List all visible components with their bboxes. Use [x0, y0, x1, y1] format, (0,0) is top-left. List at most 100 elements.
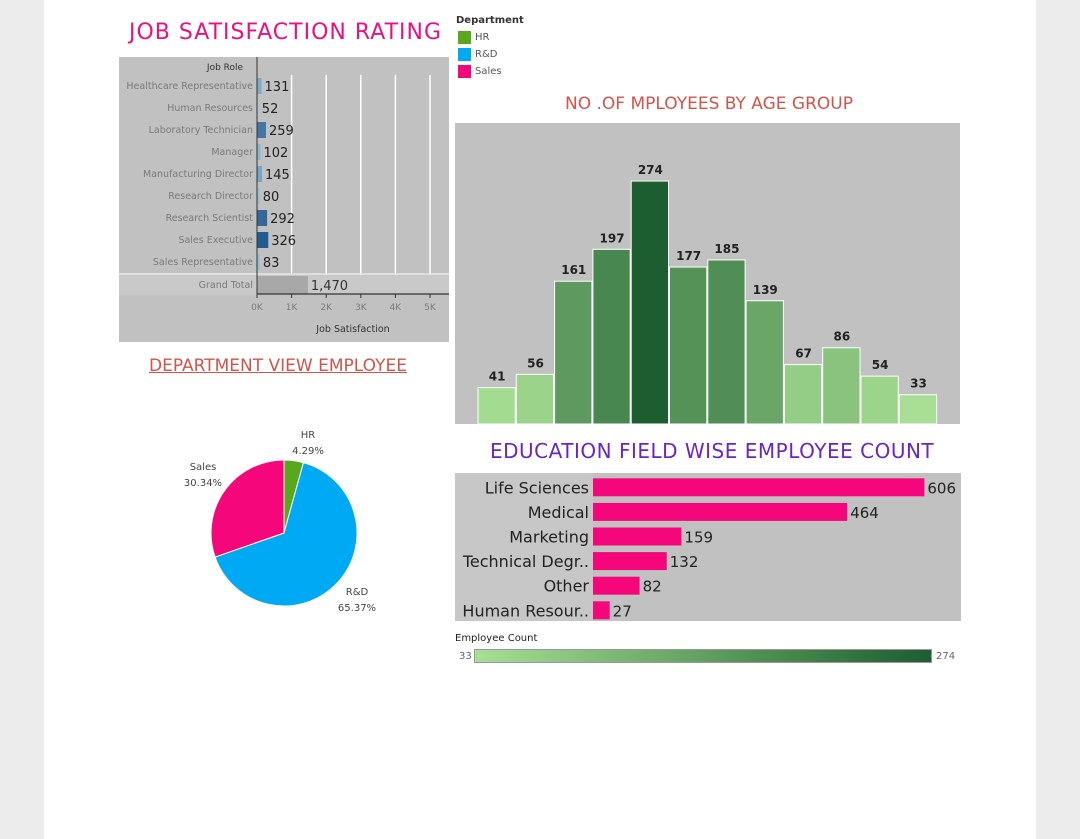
education-field-value: 27: [613, 602, 632, 620]
age-bar-value: 274: [638, 163, 663, 177]
pie-percent: 4.29%: [292, 446, 324, 457]
job-role-label: Human Resources: [167, 103, 253, 114]
age-bar: [670, 267, 707, 424]
age-bar: [708, 260, 745, 424]
employee-count-legend: Employee Count 33 274: [455, 633, 965, 669]
x-tick-label: 0K: [251, 303, 264, 313]
job-role-label: Sales Representative: [153, 257, 253, 268]
age-bar-value: 86: [833, 330, 850, 344]
x-axis-label: Job Satisfaction: [315, 324, 389, 335]
education-field-bar: [593, 601, 610, 619]
education-field-label: Marketing: [509, 528, 589, 547]
education-field-label: Technical Degr..: [462, 552, 589, 571]
age-bar-value: 177: [676, 249, 701, 263]
grand-total-bar: [257, 276, 308, 294]
legend-swatch: [458, 31, 471, 44]
education-field-value: 132: [670, 553, 699, 571]
x-tick-label: 3K: [355, 303, 368, 313]
job-role-bar: [257, 144, 261, 160]
education-field-label: Other: [544, 577, 590, 596]
legend-label: HR: [475, 32, 489, 43]
job-role-label: Manager: [211, 147, 253, 158]
education-field-value: 464: [850, 504, 879, 522]
department-pie-chart: HR 4.29% R&D 65.37% Sales 30.34%: [150, 420, 440, 630]
education-field-title: EDUCATION FIELD WISE EMPLOYEE COUNT: [490, 439, 934, 463]
grand-total-label: Grand Total: [199, 280, 253, 291]
employee-count-gradient: [474, 649, 932, 663]
employee-count-max-label: 274: [936, 651, 955, 662]
age-bar-value: 197: [600, 231, 625, 245]
job-role-label: Research Scientist: [166, 213, 254, 224]
x-tick-label: 5K: [424, 303, 437, 313]
age-group-chart: 41 56 161 197 274 177 185 139 67 86 54 33: [455, 123, 960, 424]
job-role-value: 80: [263, 190, 280, 205]
job-role-value: 326: [271, 234, 296, 249]
department-view-title: DEPARTMENT VIEW EMPLOYEE: [149, 356, 407, 376]
job-role-label: Healthcare Representative: [126, 81, 253, 92]
x-tick-label: 1K: [286, 303, 299, 313]
education-field-bar: [593, 577, 640, 595]
age-bar: [823, 348, 860, 424]
legend-item-sales: Sales: [458, 65, 502, 78]
legend-item-hr: HR: [458, 31, 489, 44]
pie-label: Sales: [190, 462, 217, 473]
employee-count-min-label: 33: [459, 651, 472, 662]
age-bar: [784, 365, 821, 424]
age-bar: [478, 388, 515, 424]
age-bar: [516, 374, 553, 424]
education-field-label: Medical: [528, 503, 589, 522]
age-bar-value: 41: [489, 370, 506, 384]
x-tick-label: 2K: [320, 303, 333, 313]
job-role-bar: [257, 78, 262, 94]
department-legend-title: Department: [456, 15, 524, 26]
education-field-label: Life Sciences: [485, 478, 589, 497]
job-role-value: 52: [262, 102, 279, 117]
legend-label: Sales: [475, 66, 502, 77]
legend-label: R&D: [475, 49, 497, 60]
education-field-value: 159: [684, 529, 713, 547]
education-field-bar: [593, 528, 681, 546]
job-role-header: Job Role: [206, 63, 244, 73]
job-role-label: Research Director: [168, 191, 253, 202]
age-bar: [631, 181, 668, 424]
job-role-value: 145: [265, 168, 290, 183]
job-satisfaction-chart: Job Role Healthcare Representative 131 Huma…: [119, 57, 449, 342]
age-bar: [861, 376, 898, 424]
job-role-bar: [257, 166, 262, 182]
x-tick-label: 4K: [390, 303, 403, 313]
age-bar-value: 54: [872, 358, 889, 372]
job-role-value: 292: [270, 212, 295, 227]
employee-count-legend-title: Employee Count: [455, 633, 537, 644]
job-role-bar: [257, 210, 267, 226]
education-field-value: 82: [643, 578, 662, 596]
age-group-panel: 41 56 161 197 274 177 185 139 67 86 54 33: [455, 123, 960, 424]
education-field-bar: [593, 503, 847, 521]
education-field-bar: [593, 552, 667, 570]
education-field-bar: [593, 478, 924, 496]
pie-label: R&D: [346, 587, 369, 598]
age-bar-value: 67: [795, 347, 812, 361]
pie-label: HR: [301, 430, 316, 441]
job-role-label: Laboratory Technician: [149, 125, 253, 136]
job-role-value: 259: [269, 124, 294, 139]
department-legend: Department HR R&D Sales: [456, 15, 576, 81]
job-role-value: 102: [264, 146, 289, 161]
job-role-label: Sales Executive: [178, 235, 253, 246]
job-role-label: Manufacturing Director: [143, 169, 253, 180]
education-field-value: 606: [927, 479, 956, 497]
grand-total-value: 1,470: [311, 279, 348, 294]
age-bar: [899, 395, 936, 424]
pie-percent: 30.34%: [184, 478, 222, 489]
age-bar-value: 56: [527, 356, 544, 370]
education-field-label: Human Resour..: [462, 601, 589, 620]
age-bar: [593, 249, 630, 424]
age-bar-value: 33: [910, 377, 927, 391]
legend-swatch: [458, 48, 471, 61]
legend-swatch: [458, 65, 471, 78]
age-bar-value: 185: [714, 242, 739, 256]
job-role-value: 83: [263, 256, 280, 271]
legend-item-r-d: R&D: [458, 48, 497, 61]
age-bar: [746, 301, 783, 424]
job-role-bar: [257, 122, 266, 138]
job-role-value: 131: [265, 80, 290, 95]
